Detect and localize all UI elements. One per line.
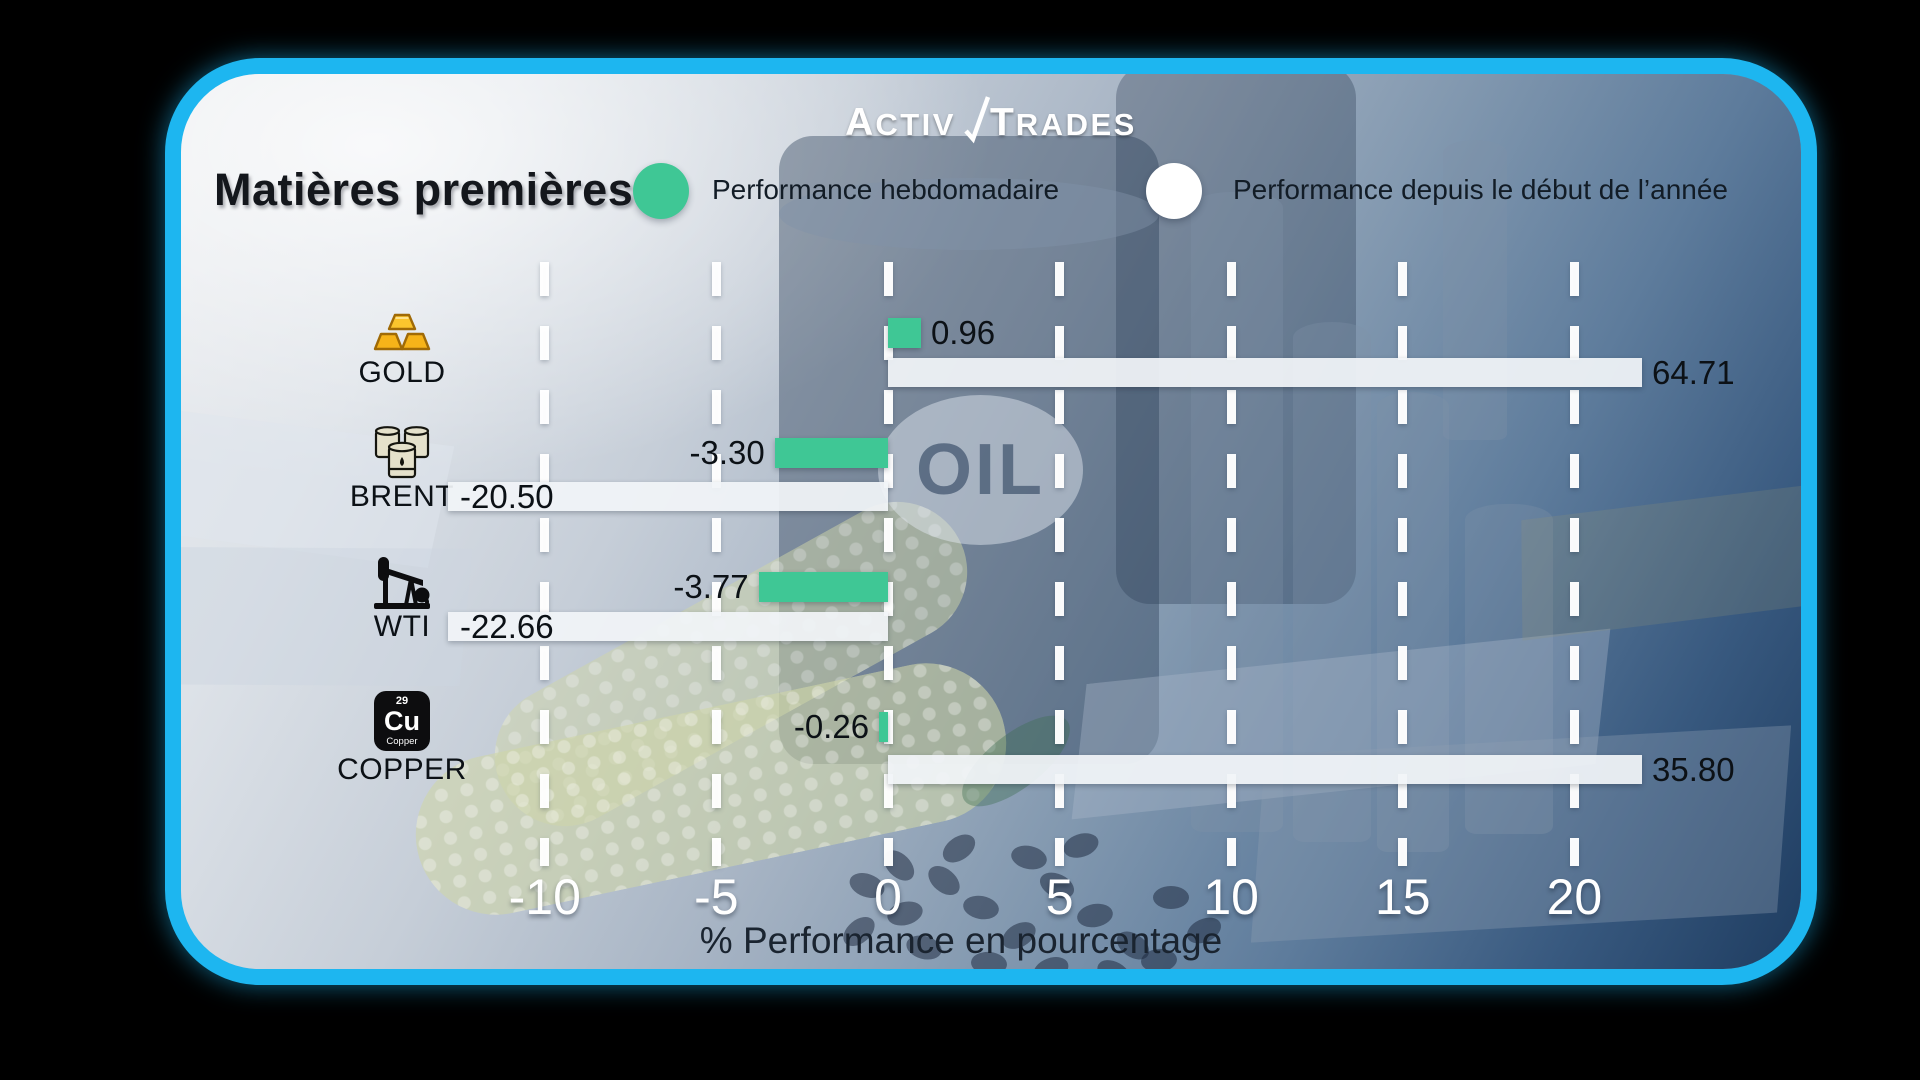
category-label: COPPER: [337, 752, 467, 786]
card-background: OIL: [181, 74, 1801, 969]
ytd-bar-gold: [888, 358, 1642, 387]
coffee-bean-decor: [1153, 886, 1189, 909]
x-tick-label: 5: [1045, 869, 1074, 925]
bar-chart-plot-area: % Performance en pourcentage -10 -5 0 5 10 15…: [181, 74, 1801, 969]
legend-weekly-dot-icon: [633, 163, 689, 219]
category-label: WTI: [373, 609, 431, 643]
chart-title: Matières premières: [214, 164, 634, 215]
logo-initial: T: [989, 101, 1016, 144]
infographic-card: OIL ACTIV TRADES Matières premières Perf…: [165, 58, 1817, 985]
category-label: GOLD: [358, 355, 446, 389]
oil-barrels-icon: [374, 426, 430, 479]
copper-element-icon: 29 Cu Copper: [374, 691, 430, 751]
copper-atomic-number: 29: [395, 694, 409, 707]
oil-barrel-rim-decor: [779, 178, 1159, 250]
copper-name: Copper: [386, 735, 418, 747]
logo-text-trades: TRADES: [990, 103, 1137, 142]
ytd-bar-brent: [448, 482, 888, 511]
ytd-value-label: -20.50: [460, 477, 554, 515]
row-icon-wti: [369, 554, 435, 610]
logo-rest: RADES: [1015, 107, 1137, 142]
x-tick-label: -10: [508, 869, 581, 925]
gridline-tick--5: [711, 262, 721, 866]
x-tick-label: 0: [874, 869, 902, 925]
legend-ytd-label: Performance depuis le début de l’année: [1233, 174, 1729, 205]
weekly-value-label: -3.30: [689, 434, 765, 471]
gridline-tick-5: [1055, 262, 1065, 866]
activtrades-logo: ACTIV TRADES: [181, 94, 1801, 144]
weekly-value-label: -0.26: [793, 708, 870, 745]
row-icon-copper: 29 Cu Copper: [369, 691, 435, 751]
x-axis-title: % Performance en pourcentage: [699, 920, 1223, 961]
ytd-value-label: 64.71: [1652, 353, 1735, 391]
weekly-value-label: -3.77: [673, 568, 749, 605]
x-tick-label: -5: [694, 869, 739, 925]
weekly-bar-wti: [758, 572, 888, 602]
gridline-tick--10: [540, 262, 550, 866]
gridline-tick-0: [883, 262, 893, 866]
logo-rest: CTIV: [875, 107, 956, 142]
x-tick-label: 15: [1374, 869, 1431, 925]
ytd-bar-copper: [888, 755, 1642, 784]
ytd-value-label: -22.66: [460, 607, 554, 645]
weekly-value-label: 0.96: [930, 314, 996, 351]
ytd-value-label: 35.80: [1652, 750, 1735, 788]
oil-barrel-back-decor: [1116, 74, 1356, 604]
oil-barrel-label-watermark: OIL: [878, 395, 1083, 545]
logo-text-activ: ACTIV: [845, 103, 956, 142]
copper-pipe-decor: [1191, 192, 1283, 832]
copper-pipe-decor: [1443, 140, 1507, 440]
copper-symbol: Cu: [384, 705, 420, 736]
ytd-bar-wti: [448, 612, 888, 641]
weekly-bar-gold: [888, 318, 921, 348]
logo-initial: A: [845, 101, 876, 144]
gridline-tick-15: [1398, 262, 1408, 866]
x-tick-label: 20: [1546, 869, 1603, 925]
category-label: BRENT: [349, 479, 455, 513]
gridline-tick-20: [1569, 262, 1579, 866]
x-tick-label: 10: [1203, 869, 1259, 925]
oil-pumpjack-icon: [374, 557, 430, 609]
gold-ingots-icon: [373, 313, 431, 351]
weekly-bar-copper: [879, 712, 888, 742]
row-icon-brent: [369, 423, 435, 481]
row-icon-gold: [369, 310, 435, 354]
gridline-tick-10: [1226, 262, 1236, 866]
logo-slash-icon: [964, 96, 990, 144]
legend-ytd-dot-icon: [1146, 163, 1202, 219]
legend-weekly-label: Performance hebdomadaire: [712, 174, 1060, 205]
weekly-bar-brent: [774, 438, 888, 468]
